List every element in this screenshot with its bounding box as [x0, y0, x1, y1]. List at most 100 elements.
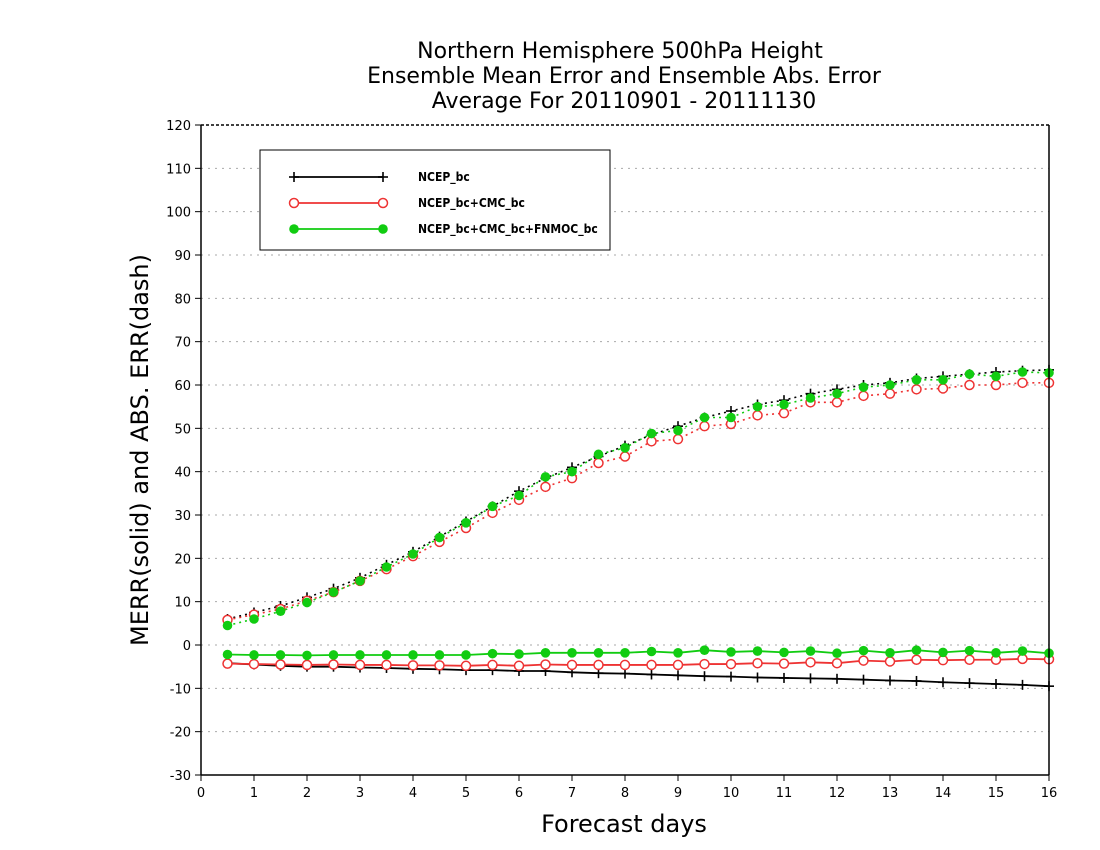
- merr-point: [832, 648, 842, 659]
- series-merr-line: [227, 657, 1050, 667]
- merr-point: [620, 648, 630, 658]
- merr-point: [381, 659, 392, 671]
- merr-point: [885, 648, 895, 658]
- legend-marker-right: [378, 172, 388, 182]
- y-tick-label: 50: [174, 422, 191, 437]
- y-axis-label: MERR(solid) and ABS. ERR(dash): [126, 254, 154, 646]
- y-tick-label: -30: [170, 769, 191, 784]
- abs-err-point: [858, 390, 869, 402]
- merr-point: [328, 659, 339, 670]
- abs-err-point: [355, 576, 365, 586]
- merr-point: [831, 657, 843, 669]
- x-tick-label: 15: [988, 786, 1005, 801]
- abs-err-point: [646, 428, 657, 439]
- x-tick-label: 14: [935, 786, 952, 801]
- merr-point: [540, 648, 551, 658]
- merr-point: [832, 673, 842, 684]
- abs-err-point: [672, 433, 684, 445]
- merr-point: [884, 656, 896, 667]
- abs-err-point: [487, 501, 498, 512]
- abs-err-point: [990, 379, 1002, 391]
- merr-point: [911, 654, 922, 665]
- legend-entry: NCEP_bc+CMC_bc: [288, 196, 525, 211]
- y-tick-label: 80: [174, 292, 191, 307]
- merr-point: [672, 659, 684, 671]
- merr-point: [434, 650, 445, 660]
- y-tick-label: 120: [166, 119, 191, 134]
- x-tick-label: 6: [515, 786, 523, 801]
- merr-point: [938, 677, 948, 688]
- x-tick-label: 1: [250, 786, 258, 801]
- merr-point: [752, 657, 763, 669]
- merr-point: [514, 649, 524, 659]
- merr-point: [1017, 646, 1028, 656]
- abs-err-point: [832, 388, 842, 399]
- abs-err-point: [964, 369, 975, 379]
- merr-point: [779, 672, 789, 683]
- series-1: [222, 377, 1055, 672]
- merr-point: [699, 658, 710, 670]
- y-tick-label: 110: [166, 162, 191, 177]
- merr-point: [752, 646, 763, 656]
- merr-point: [725, 658, 737, 670]
- abs-err-point: [328, 587, 339, 597]
- legend-label: NCEP_bc+CMC_bc: [418, 196, 525, 211]
- merr-point: [938, 647, 948, 658]
- merr-point: [911, 645, 922, 655]
- merr-point: [699, 645, 710, 655]
- abs-err-point: [593, 449, 604, 460]
- abs-err-point: [937, 383, 949, 394]
- chart-title-line-3: Average For 20110901 - 20111130: [432, 89, 817, 114]
- chart-title-line-2: Ensemble Mean Error and Ensemble Abs. Er…: [367, 64, 882, 89]
- abs-err-point: [831, 397, 843, 408]
- legend-marker-left: [289, 224, 299, 234]
- merr-point: [673, 648, 683, 658]
- merr-point: [540, 659, 551, 670]
- x-tick-label: 2: [303, 786, 311, 801]
- abs-err-point: [699, 420, 710, 432]
- merr-point: [355, 650, 365, 660]
- abs-err-point: [540, 481, 551, 493]
- legend-marker-right: [377, 197, 389, 209]
- merr-point: [381, 650, 392, 660]
- merr-point: [566, 659, 578, 671]
- x-tick-label: 8: [621, 786, 629, 801]
- merr-point: [964, 654, 975, 665]
- merr-point: [222, 649, 233, 660]
- merr-point: [778, 658, 790, 669]
- merr-point: [858, 674, 869, 685]
- merr-point: [593, 659, 604, 671]
- series-merr-line: [227, 662, 1050, 688]
- merr-point: [275, 659, 286, 670]
- merr-point: [487, 659, 498, 671]
- merr-point: [885, 675, 895, 686]
- abs-err-point: [911, 375, 922, 385]
- merr-point: [434, 660, 445, 671]
- merr-point: [513, 660, 525, 672]
- abs-err-point: [1017, 377, 1028, 389]
- abs-err-point: [434, 532, 445, 543]
- abs-err-point: [673, 425, 683, 436]
- legend-entry: NCEP_bc+CMC_bc+FNMOC_bc: [289, 222, 598, 237]
- y-tick-label: 90: [174, 249, 191, 264]
- y-tick-label: -20: [170, 726, 191, 741]
- abs-err-point: [699, 412, 710, 423]
- merr-point: [249, 650, 259, 660]
- merr-point: [567, 648, 577, 658]
- abs-err-point: [619, 451, 631, 462]
- merr-point: [991, 648, 1001, 658]
- abs-err-point: [884, 388, 896, 399]
- abs-err-point: [779, 399, 789, 410]
- merr-point: [752, 672, 763, 683]
- abs-err-point: [222, 620, 233, 631]
- x-tick-label: 11: [776, 786, 793, 801]
- abs-err-point: [302, 597, 312, 608]
- legend-marker-left: [288, 197, 300, 209]
- series-abs-err-line: [227, 371, 1050, 627]
- merr-point: [646, 659, 657, 671]
- merr-point: [858, 645, 869, 656]
- merr-point: [646, 669, 657, 680]
- legend-entry: NCEP_bc: [289, 170, 470, 185]
- legend-marker-right: [378, 224, 388, 234]
